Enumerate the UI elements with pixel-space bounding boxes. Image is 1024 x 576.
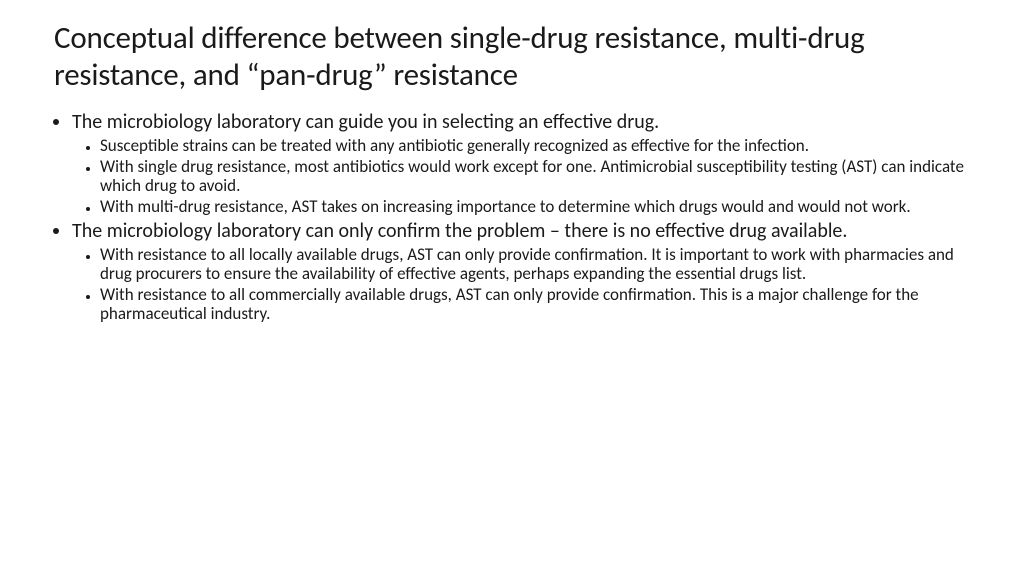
bullet-text: The microbiology laboratory can only con…	[72, 219, 847, 243]
sub-bullet-list: With resistance to all locally available…	[72, 245, 970, 323]
bullet-text: The microbiology laboratory can guide yo…	[72, 110, 659, 134]
sub-bullet-list: Susceptible strains can be treated with …	[72, 136, 970, 216]
bullet-list: The microbiology laboratory can guide yo…	[54, 111, 970, 323]
sub-bullet-item: With single drug resistance, most antibi…	[100, 157, 970, 195]
slide-title: Conceptual difference between single-dru…	[54, 20, 970, 93]
sub-bullet-item: Susceptible strains can be treated with …	[100, 136, 970, 155]
bullet-item: The microbiology laboratory can guide yo…	[72, 111, 970, 216]
sub-bullet-item: With multi-drug resistance, AST takes on…	[100, 197, 970, 216]
sub-bullet-item: With resistance to all locally available…	[100, 245, 970, 283]
sub-bullet-item: With resistance to all commercially avai…	[100, 285, 970, 323]
bullet-item: The microbiology laboratory can only con…	[72, 220, 970, 323]
slide: Conceptual difference between single-dru…	[0, 0, 1024, 576]
